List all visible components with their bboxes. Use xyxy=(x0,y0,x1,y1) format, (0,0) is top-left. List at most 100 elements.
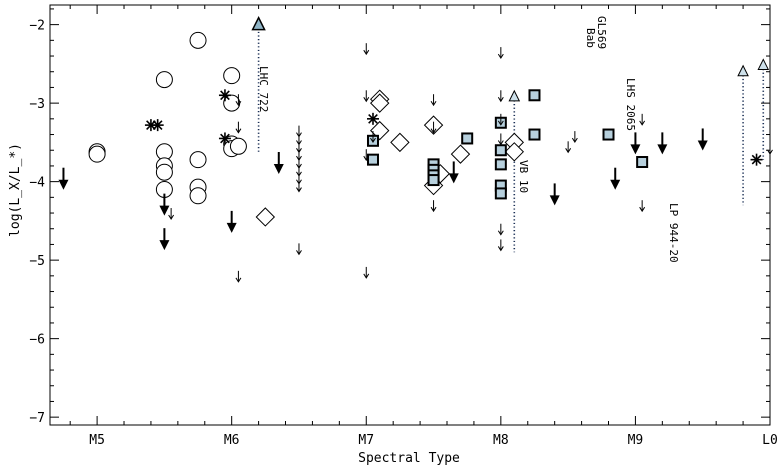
x-tick-label: M6 xyxy=(224,433,240,448)
upper-limit-point xyxy=(363,266,370,279)
upper-limit-head xyxy=(363,97,370,103)
upper-limit-head xyxy=(273,164,284,175)
y-tick-label: −5 xyxy=(29,254,45,269)
upper-limit-point xyxy=(430,94,437,107)
x-tick-label: M7 xyxy=(358,433,374,448)
flare-lines xyxy=(257,24,765,253)
upper-limit-head xyxy=(639,206,646,213)
asterisk-stroke xyxy=(152,120,163,130)
upper-limit-bold-point xyxy=(657,132,668,155)
upper-limit-head xyxy=(657,144,668,155)
upper-limit-head xyxy=(697,140,708,151)
y-axis-title: log(L_X/L_*) xyxy=(8,143,23,237)
upper-limit-point xyxy=(296,180,302,193)
upper-limit-point xyxy=(639,200,646,213)
upper-limit-point xyxy=(370,131,376,144)
upper-limit-head xyxy=(639,120,646,126)
open-circle-point xyxy=(155,71,173,89)
upper-limit-head xyxy=(168,214,175,220)
filled-square-point xyxy=(494,144,507,157)
upper-limit-head xyxy=(549,195,560,206)
upper-limit-bold-point xyxy=(159,228,170,251)
upper-limit-head xyxy=(571,137,578,144)
asterisk-point xyxy=(218,132,231,145)
filled-square-point xyxy=(427,174,440,187)
plot-border xyxy=(49,4,771,426)
annotation-lhs2065: LHS 2065 xyxy=(624,78,637,131)
data-marks xyxy=(58,15,773,283)
upper-limit-head xyxy=(430,206,437,213)
upper-limit-bold-point xyxy=(630,132,641,155)
upper-limit-bold-point xyxy=(58,167,69,190)
upper-limit-head xyxy=(430,128,437,134)
x-tick-label: M9 xyxy=(628,433,644,448)
upper-limit-point xyxy=(168,208,175,220)
upper-limit-bold-point xyxy=(697,128,708,151)
upper-limit-head xyxy=(159,205,170,216)
upper-limit-point xyxy=(363,90,370,103)
x-axis: M5 M6 M7 M8 M9 L0 xyxy=(69,5,777,448)
asterisk-point xyxy=(218,89,231,102)
upper-limit-point xyxy=(497,113,504,126)
filled-square-point xyxy=(494,158,507,171)
open-diamond-point xyxy=(504,142,525,162)
y-tick-label: −2 xyxy=(29,19,45,34)
filled-triangle-point xyxy=(251,15,266,31)
filled-square-point xyxy=(528,89,541,102)
open-circle-point xyxy=(223,67,241,85)
upper-limit-head xyxy=(370,137,376,144)
open-circle-point xyxy=(189,31,207,49)
upper-limit-head xyxy=(226,222,237,233)
upper-limit-point xyxy=(235,270,242,283)
x-tick-label: L0 xyxy=(762,433,777,448)
open-diamond-point xyxy=(450,144,471,164)
upper-limit-bold-point xyxy=(610,167,621,190)
upper-limit-head xyxy=(497,246,504,252)
upper-limit-point xyxy=(497,133,504,146)
upper-limit-point xyxy=(296,243,302,256)
upper-limit-head xyxy=(630,144,641,155)
upper-limit-head xyxy=(448,173,459,184)
upper-limit-bold-point xyxy=(159,193,170,216)
asterisk-stroke xyxy=(368,113,378,124)
asterisk-stroke xyxy=(751,154,762,165)
open-circle-point xyxy=(88,145,106,163)
upper-limit-head xyxy=(497,230,504,236)
x-tick-label: M8 xyxy=(493,433,509,448)
upper-limit-point xyxy=(565,141,572,154)
open-diamond-point xyxy=(370,93,390,113)
upper-limit-point xyxy=(571,131,578,144)
upper-limit-point xyxy=(497,47,504,60)
upper-limit-head xyxy=(610,179,621,190)
upper-limit-head xyxy=(235,100,242,107)
open-circle-point xyxy=(189,187,207,205)
upper-limit-head xyxy=(497,53,504,60)
y-tick-label: −4 xyxy=(29,176,45,191)
upper-limit-point xyxy=(639,113,646,126)
upper-limit-bold-point xyxy=(549,183,560,206)
annotation-gl569: GL569 xyxy=(595,16,608,49)
open-triangle-point xyxy=(508,89,521,102)
upper-limit-point xyxy=(767,142,773,155)
upper-limit-head xyxy=(296,187,302,193)
filled-square-point xyxy=(602,128,615,141)
upper-limit-point xyxy=(497,90,504,103)
upper-limit-head xyxy=(363,155,370,162)
filled-square-point xyxy=(366,153,379,166)
asterisk-point xyxy=(366,112,379,125)
upper-limit-point xyxy=(235,121,242,134)
upper-limit-head xyxy=(363,273,370,279)
upper-limit-point xyxy=(430,121,437,134)
y-tick-label: −6 xyxy=(29,333,45,348)
upper-limit-point xyxy=(363,43,370,56)
upper-limit-head xyxy=(430,100,437,107)
upper-limit-head xyxy=(497,97,504,103)
upper-limit-bold-point xyxy=(448,161,459,184)
upper-limit-head xyxy=(235,277,242,283)
open-circle-point xyxy=(155,163,173,181)
upper-limit-point xyxy=(363,149,370,162)
upper-limit-bold-point xyxy=(226,210,237,233)
open-diamond-point xyxy=(390,132,410,153)
upper-limit-head xyxy=(497,120,504,126)
